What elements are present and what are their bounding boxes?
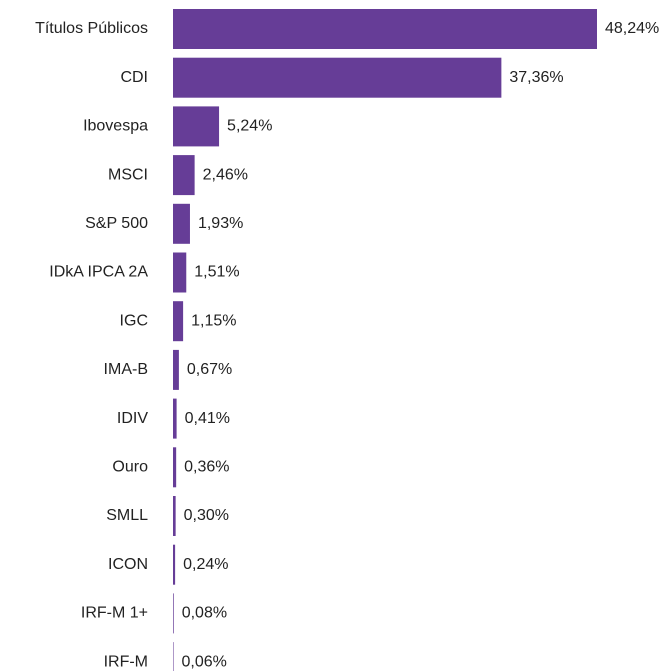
bar xyxy=(173,398,177,439)
bar xyxy=(173,252,187,293)
category-label: SMLL xyxy=(106,507,148,524)
category-label: Ibovespa xyxy=(83,118,148,135)
bar xyxy=(173,642,174,671)
value-label: 1,93% xyxy=(198,215,243,232)
value-label: 0,24% xyxy=(183,556,228,573)
value-label: 1,15% xyxy=(191,312,236,329)
bar xyxy=(173,203,190,244)
category-label: Títulos Públicos xyxy=(35,20,148,37)
value-label: 0,36% xyxy=(184,459,229,476)
category-label: S&P 500 xyxy=(85,215,148,232)
category-label: IDkA IPCA 2A xyxy=(49,264,148,281)
category-label: IRF-M 1+ xyxy=(81,605,148,622)
bar xyxy=(173,349,179,390)
value-label: 0,41% xyxy=(185,410,230,427)
bar xyxy=(173,496,176,536)
category-label: IDIV xyxy=(117,410,148,427)
category-label: IRF-M xyxy=(104,653,148,670)
value-label: 5,24% xyxy=(227,118,272,135)
value-label: 1,51% xyxy=(194,264,239,281)
bar xyxy=(173,9,597,49)
category-label: IGC xyxy=(120,312,148,329)
value-label: 37,36% xyxy=(509,69,563,86)
bar xyxy=(173,593,174,634)
category-label: ICON xyxy=(108,556,148,573)
bar xyxy=(173,106,220,147)
bar xyxy=(173,155,195,196)
value-label: 0,06% xyxy=(182,653,227,670)
category-label: CDI xyxy=(120,69,148,86)
value-label: 2,46% xyxy=(203,166,248,183)
bar xyxy=(173,544,176,585)
bar xyxy=(173,447,177,488)
value-label: 0,30% xyxy=(184,507,229,524)
bar xyxy=(173,301,184,342)
value-label: 48,24% xyxy=(605,20,659,37)
category-label: Ouro xyxy=(112,459,148,476)
bar xyxy=(173,57,502,98)
category-label: IMA-B xyxy=(104,361,148,378)
category-label: MSCI xyxy=(108,166,148,183)
value-label: 0,08% xyxy=(182,605,227,622)
value-label: 0,67% xyxy=(187,361,232,378)
